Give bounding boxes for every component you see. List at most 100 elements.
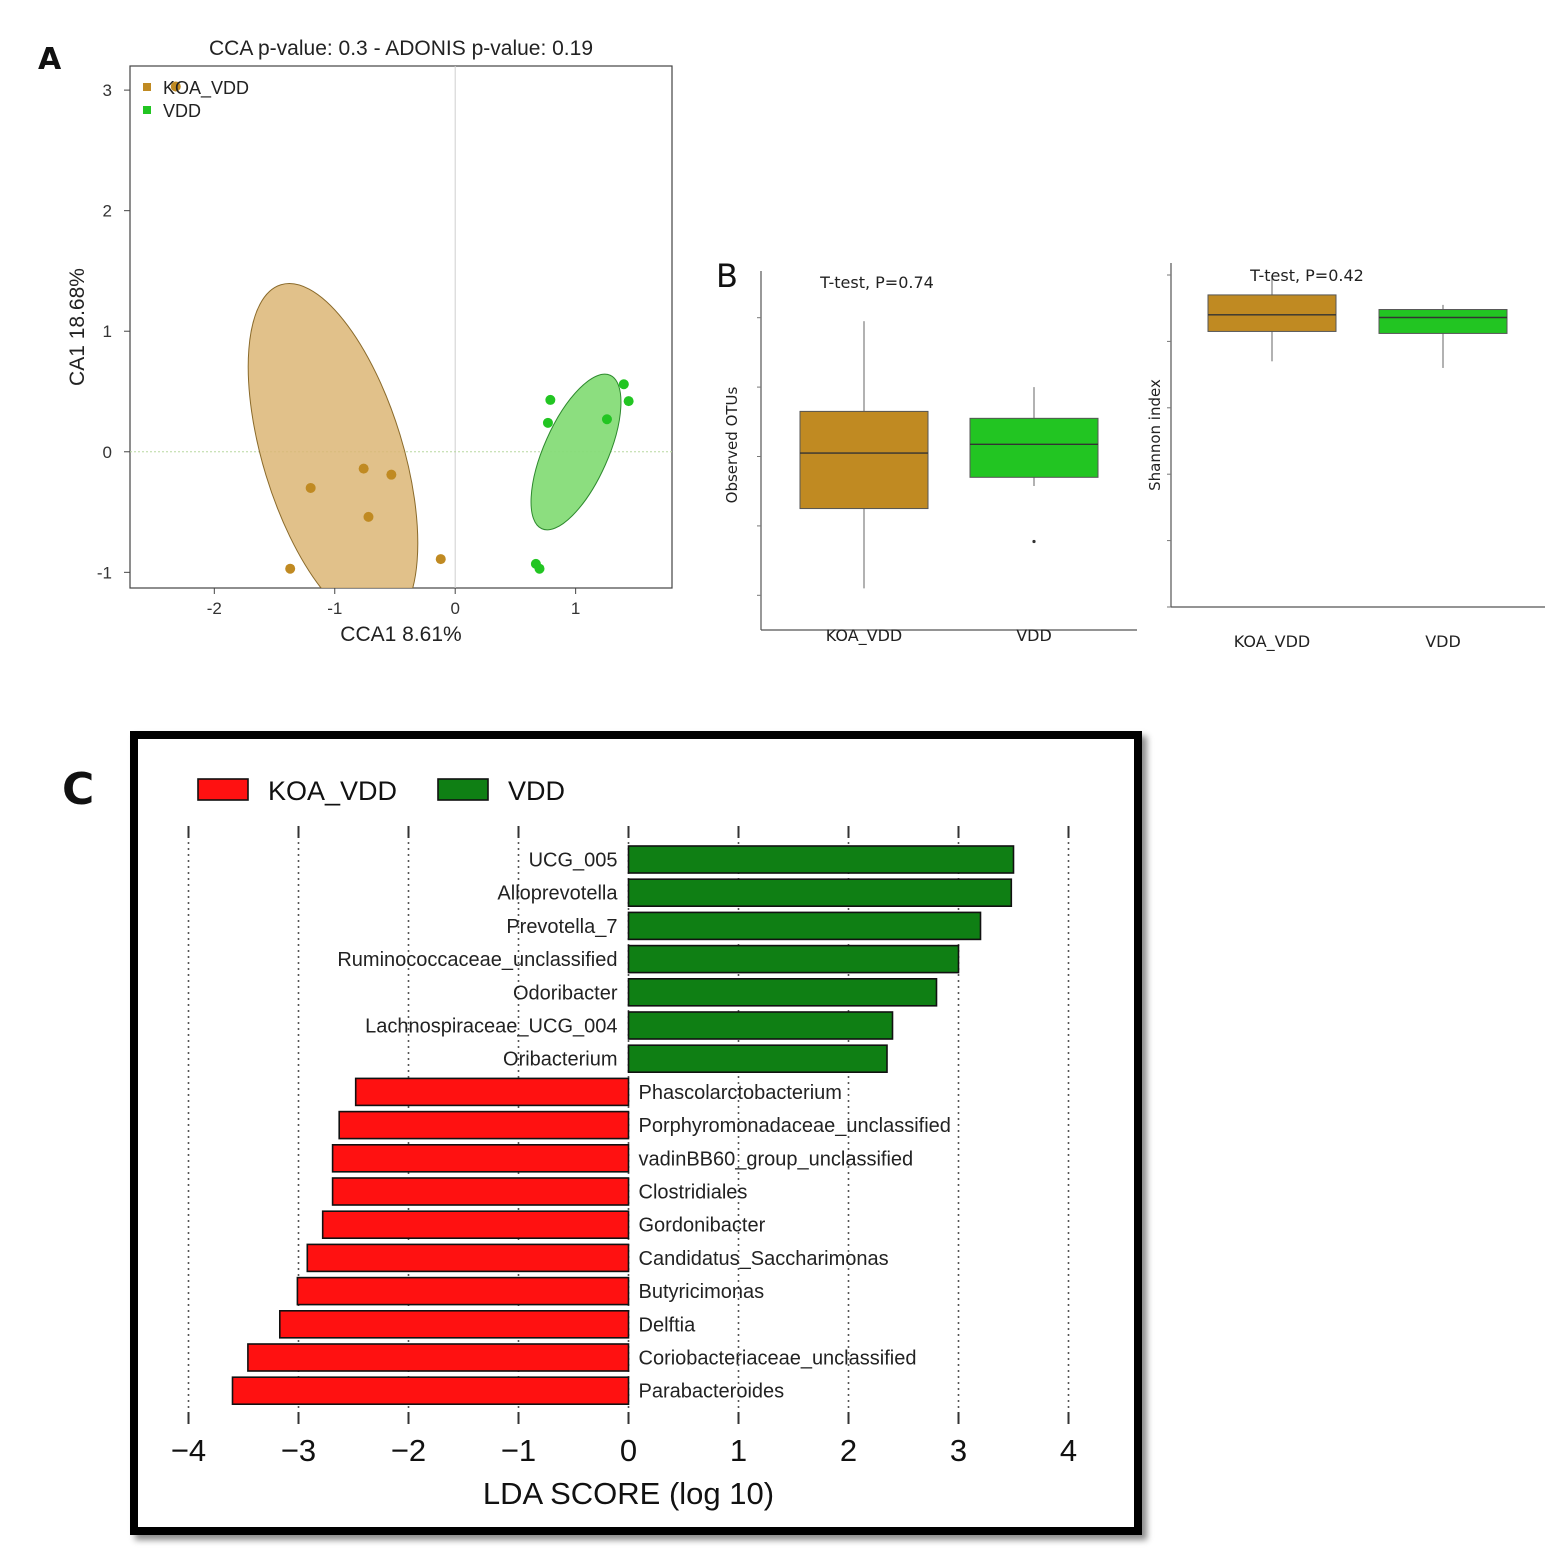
bar-koa-vdd (247, 1343, 630, 1372)
bar-label: Odoribacter (513, 982, 618, 1004)
bar-label: Butyricimonas (639, 1281, 765, 1303)
y-axis-label: Shannon index (1146, 379, 1164, 491)
y-tick-label: 3 (103, 81, 112, 100)
outlier-vdd (1032, 539, 1036, 544)
chart-title: CCA p-value: 0.3 - ADONIS p-value: 0.19 (209, 37, 593, 60)
x-tick-label: 3 (950, 1433, 967, 1468)
bar-koa-vdd (278, 1310, 630, 1339)
data-point-vdd (601, 414, 612, 425)
bar-koa-vdd (306, 1243, 630, 1273)
box-koa-vdd (1207, 294, 1337, 332)
panel-a-letter: A (38, 42, 62, 77)
y-tick-label: 1 (103, 322, 112, 341)
data-point-koa-vdd (285, 563, 296, 574)
bar-label: Alloprevotella (497, 883, 618, 905)
data-point-koa-vdd (305, 482, 316, 493)
bar-label: Ruminococcaceae_unclassified (337, 949, 617, 971)
boxplot-shannon-index: KOA_VDD VDD T-test, P=0.42 Shannon index (1146, 263, 1545, 652)
bar-label: Lachnospiraceae_UCG_004 (365, 1016, 617, 1038)
bar-koa-vdd (231, 1376, 630, 1405)
bar-vdd (627, 1011, 894, 1040)
legend-swatch (143, 83, 151, 91)
data-point-vdd (534, 563, 545, 574)
bar-koa-vdd (296, 1276, 630, 1306)
data-point-koa-vdd (170, 81, 181, 92)
box-vdd (1378, 309, 1508, 334)
bar-label: Delftia (639, 1314, 697, 1336)
category-label: VDD (1016, 626, 1052, 645)
x-tick-label: -2 (207, 599, 222, 618)
bar-label: Oribacterium (503, 1049, 617, 1071)
legend-label: VDD (163, 101, 201, 121)
x-axis-label: LDA SCORE (log 10) (483, 1476, 774, 1511)
x-tick-label: 4 (1060, 1433, 1077, 1468)
bar-label: Coriobacteriaceae_unclassified (639, 1348, 917, 1370)
category-label: KOA_VDD (1234, 632, 1310, 652)
data-point-vdd (542, 417, 553, 428)
x-tick-label: −3 (281, 1433, 316, 1468)
y-axis-label: CA1 18.68% (66, 268, 89, 386)
bar-label: Gordonibacter (639, 1215, 766, 1237)
bar-vdd (627, 977, 938, 1007)
bar-koa-vdd (331, 1144, 630, 1173)
data-point-koa-vdd (386, 469, 397, 480)
y-tick-label: 0 (103, 443, 112, 462)
vdd-ellipse (530, 373, 622, 531)
bar-vdd (627, 1044, 888, 1073)
data-point-koa-vdd (435, 554, 446, 565)
bar-koa-vdd (354, 1077, 630, 1107)
bar-label: Porphyromonadaceae_unclassified (639, 1115, 951, 1137)
x-tick-label: 0 (450, 599, 459, 618)
legend-label: VDD (508, 776, 565, 806)
y-axis-label: Observed OTUs (723, 386, 741, 503)
data-point-vdd (545, 394, 556, 405)
bar-vdd (627, 845, 1015, 874)
data-point-vdd (623, 396, 634, 407)
box-koa-vdd (799, 410, 929, 510)
bar-vdd (627, 944, 960, 974)
x-tick-label: −2 (391, 1433, 426, 1468)
legend-label: KOA_VDD (268, 776, 397, 806)
bar-label: Parabacteroides (639, 1381, 785, 1403)
test-annotation: T-test, P=0.74 (819, 273, 934, 292)
legend-swatch (437, 778, 489, 801)
category-label: KOA_VDD (826, 626, 902, 646)
panel-b-letter: B (716, 257, 738, 295)
y-tick-label: 2 (103, 202, 112, 221)
x-tick-label: 2 (840, 1433, 857, 1468)
koa-vdd-ellipse (247, 283, 419, 588)
legend-swatch (143, 106, 151, 114)
boxplot-observed-otus: KOA_VDD VDD T-test, P=0.74 Observed OTUs (723, 271, 1137, 646)
bar-label: Prevotella_7 (506, 916, 617, 938)
x-tick-label: −4 (171, 1433, 206, 1468)
bar-koa-vdd (321, 1210, 630, 1239)
ellipses (247, 283, 622, 588)
bar-label: Clostridiales (639, 1182, 748, 1204)
y-tick-label: -1 (97, 563, 112, 582)
legend-swatch (197, 778, 249, 801)
data-point-vdd (618, 379, 629, 390)
x-tick-label: 1 (730, 1433, 747, 1468)
data-point-koa-vdd (363, 511, 374, 522)
bar-label: Candidatus_Saccharimonas (639, 1248, 889, 1270)
bar-koa-vdd (338, 1110, 630, 1140)
bar-label: UCG_005 (529, 850, 618, 872)
legend-label: KOA_VDD (163, 78, 249, 99)
category-label: VDD (1425, 632, 1461, 651)
x-axis-label: CCA1 8.61% (340, 623, 461, 646)
x-tick-label: 0 (620, 1433, 637, 1468)
bar-koa-vdd (331, 1177, 630, 1206)
bar-label: vadinBB60_group_unclassified (639, 1148, 914, 1170)
x-tick-label: −1 (501, 1433, 536, 1468)
box-vdd (969, 417, 1099, 478)
panel-c-letter: C (62, 764, 95, 815)
bar-vdd (627, 878, 1013, 908)
test-annotation: T-test, P=0.42 (1249, 266, 1364, 285)
x-tick-label: -1 (327, 599, 342, 618)
x-tick-label: 1 (571, 599, 580, 618)
data-point-koa-vdd (358, 463, 369, 474)
bar-label: Phascolarctobacterium (639, 1082, 842, 1104)
cca-plot: -2 -1 0 1 -1 0 1 2 3 CCA p-value: 0.3 - ADONIS p-… (66, 37, 673, 646)
bar-vdd (627, 911, 982, 941)
